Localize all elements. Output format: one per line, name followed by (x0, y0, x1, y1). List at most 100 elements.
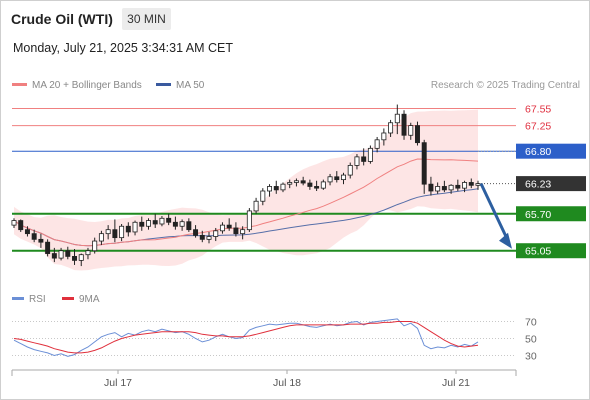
candle (468, 178, 474, 189)
candle (85, 247, 91, 260)
rsi-tick-label: 30 (525, 351, 537, 363)
candle-body (441, 186, 447, 191)
level-tag-65.70 (516, 206, 586, 222)
candle-body (414, 125, 420, 144)
candle (186, 218, 192, 232)
legend-rsi-ma-label: 9MA (79, 294, 100, 305)
ma20-swatch-icon (12, 82, 27, 86)
level-label-65.05: 65.05 (525, 246, 551, 258)
timeframe-badge[interactable]: 30 MIN (122, 8, 171, 30)
candle-body (58, 250, 64, 259)
candle (240, 226, 246, 240)
candle (139, 216, 145, 231)
candle (273, 180, 279, 194)
candle-body (327, 176, 333, 183)
candle (293, 178, 299, 187)
candle-body (18, 220, 24, 231)
candle (435, 182, 441, 194)
candle-body (408, 125, 414, 136)
candle (341, 172, 346, 185)
candle (307, 179, 313, 190)
rsi-ma-line (13, 321, 479, 354)
legend-ma50-label: MA 50 (176, 80, 205, 91)
candle (233, 222, 239, 237)
candle (58, 247, 64, 261)
candle (388, 119, 394, 137)
candle-body (455, 184, 461, 189)
candle-body (186, 221, 192, 231)
candle-body (347, 165, 353, 176)
rsi-ma-swatch-icon (62, 296, 74, 300)
candle (24, 226, 30, 237)
candle (206, 231, 212, 244)
candle-body (401, 113, 407, 136)
candle-body (435, 186, 441, 192)
candle (381, 128, 387, 146)
candle-body (65, 250, 71, 257)
candle (125, 222, 131, 237)
timestamp: Monday, July 21, 2025 3:34:31 AM CET (13, 41, 234, 55)
candle-body (293, 180, 299, 183)
candle (105, 225, 111, 240)
candle (219, 222, 225, 234)
credit-text: Research © 2025 Trading Central (430, 80, 580, 91)
candle (334, 171, 340, 183)
candle (448, 184, 454, 194)
ma20-line (13, 158, 479, 247)
level-label-66.23: 66.23 (525, 179, 551, 191)
candle-body (152, 220, 158, 225)
candle-body (11, 220, 17, 226)
candle-body (233, 227, 239, 235)
candle-body (334, 176, 340, 181)
candle-body (260, 190, 266, 202)
candle (394, 104, 400, 135)
candle-body (381, 132, 387, 141)
candle-body (146, 220, 151, 227)
rsi-line (13, 318, 479, 357)
rsi-tick-label: 50 (525, 334, 537, 346)
candle (98, 230, 104, 246)
candle-body (388, 122, 394, 134)
candle (45, 239, 51, 257)
candle-body (448, 184, 454, 191)
candle (193, 225, 199, 238)
legend-ma20-label: MA 20 + Bollinger Bands (32, 80, 142, 91)
candle-body (206, 236, 212, 240)
candle-body (78, 254, 84, 261)
legend-rsi: RSI (12, 294, 46, 305)
candle-body (468, 182, 474, 186)
candle (159, 216, 165, 227)
candle-body (421, 142, 427, 185)
candle-body (125, 225, 131, 233)
candle-body (112, 229, 118, 239)
candle-body (98, 233, 104, 242)
candle-body (253, 200, 259, 212)
candle (51, 247, 57, 263)
ma50-swatch-icon (156, 82, 171, 86)
candle (401, 110, 407, 140)
candle (226, 218, 232, 231)
candle-body (267, 186, 273, 192)
candle-body (172, 221, 178, 227)
candle-body (119, 225, 125, 239)
candle-body (307, 182, 313, 187)
level-tag-66.23 (516, 176, 586, 192)
candle-body (475, 183, 481, 186)
candle-body (51, 253, 57, 259)
candle-body (320, 181, 326, 189)
candle (253, 197, 259, 214)
candle (18, 219, 24, 232)
candle (462, 180, 468, 193)
candle-body (38, 238, 44, 243)
candle (152, 213, 158, 228)
candle-body (287, 182, 293, 185)
candle-body (72, 256, 78, 261)
candle (31, 229, 37, 243)
candle-body (226, 224, 232, 229)
candle (199, 230, 205, 243)
candle (213, 227, 219, 242)
candle-body (374, 139, 380, 149)
candle-body (105, 229, 111, 235)
candle (38, 233, 44, 248)
candle (172, 216, 178, 230)
